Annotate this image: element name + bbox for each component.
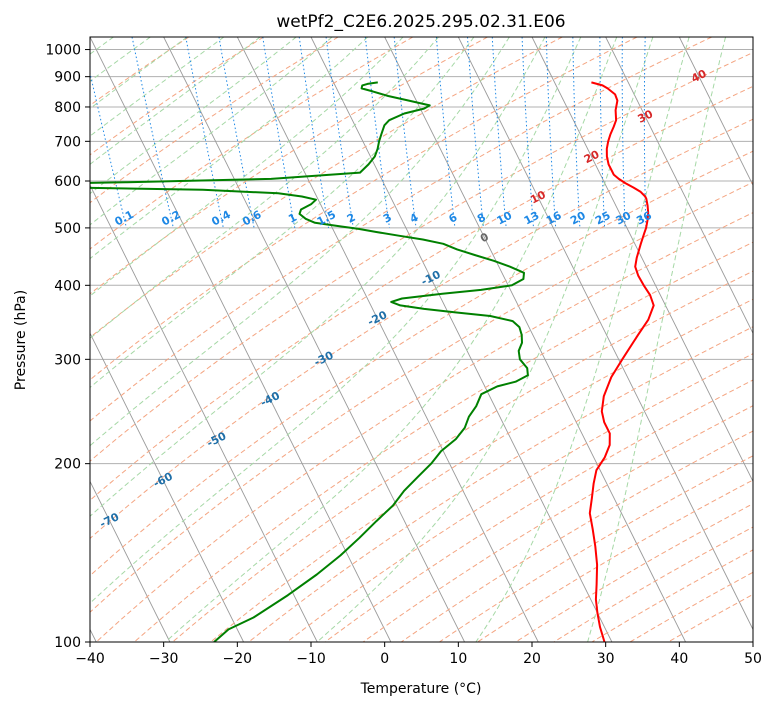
dry-adiabat	[90, 37, 712, 422]
moist-adiabat	[90, 37, 225, 137]
y-tick-label: 600	[54, 174, 81, 190]
x-tick-label: 30	[597, 651, 615, 667]
mixing-ratio-line	[467, 37, 484, 228]
dewpoint-profile	[90, 81, 529, 642]
y-axis: 100 200 300 400 500 600 700 800 900 1000	[45, 43, 90, 651]
isotherm-line	[90, 184, 318, 642]
plot-frame	[89, 36, 754, 643]
mixing-ratio-line	[364, 37, 390, 228]
temperature-profile	[588, 81, 655, 642]
dry-adiabat	[324, 379, 753, 642]
isotherm-line	[163, 37, 465, 642]
dry-adiabat	[95, 212, 753, 642]
y-tick-label: 200	[54, 457, 81, 473]
isotherm-line	[310, 37, 613, 642]
y-tick-label: 300	[54, 352, 81, 368]
mixing-ratio-line	[325, 37, 354, 228]
isotherm-label: 30	[636, 107, 656, 126]
isotherm-label: 10	[528, 188, 548, 207]
mixing-ratio-labels: 0.1 0.2 0.4 0.6 1 1.5 2 3 4 6 8 10 13 16 20 25 30 36	[113, 208, 655, 229]
dry-adiabat	[90, 85, 753, 501]
isotherm-label: 40	[689, 67, 709, 86]
moist-adiabat	[90, 37, 333, 226]
isotherm-label: 20	[582, 148, 602, 167]
x-tick-label: −20	[223, 651, 253, 667]
mixing-ratio-line	[298, 37, 329, 228]
sounding-series	[90, 81, 655, 642]
chart-title: wetPf2_C2E6.2025.295.02.31.E06	[276, 12, 565, 32]
mixing-ratio-line	[90, 70, 127, 229]
x-axis: −40 −30 −20 −10 0 10 20 30 40 50	[75, 642, 762, 667]
moist-adiabat	[90, 37, 510, 447]
dry-adiabat	[90, 181, 753, 613]
isotherm-line	[457, 37, 753, 631]
x-tick-label: 50	[744, 651, 762, 667]
x-tick-label: 10	[449, 651, 467, 667]
mixing-ratio-label: 20	[568, 209, 588, 228]
mixing-ratio-label: 16	[544, 209, 564, 228]
isotherm-line	[531, 37, 753, 483]
moist-adiabat	[316, 37, 654, 642]
isotherm-line	[90, 332, 244, 642]
mixing-ratio-label: 13	[522, 209, 542, 228]
moist-adiabat	[90, 37, 582, 604]
moist-adiabat-lines	[90, 37, 727, 642]
isotherm-line	[236, 37, 539, 642]
plot-area	[90, 37, 753, 642]
dry-adiabat	[133, 241, 753, 642]
moist-adiabat	[90, 37, 404, 297]
isotherm-line	[678, 37, 753, 187]
moist-adiabat	[587, 37, 727, 642]
x-tick-label: −40	[75, 651, 105, 667]
moist-adiabat	[90, 37, 546, 517]
dry-adiabat	[90, 37, 339, 204]
mixing-ratio-line	[131, 37, 174, 229]
x-tick-label: −30	[149, 651, 179, 667]
moist-adiabat	[90, 37, 439, 340]
x-tick-label: −10	[296, 651, 326, 667]
moist-adiabat	[90, 37, 369, 260]
dry-adiabat	[90, 37, 638, 381]
isotherm-line	[90, 37, 392, 642]
x-axis-title: Temperature (°C)	[360, 681, 482, 697]
mixing-ratio-label: 25	[593, 209, 613, 228]
y-tick-label: 1000	[45, 43, 81, 59]
dry-adiabat	[90, 51, 753, 462]
y-tick-label: 400	[54, 278, 81, 294]
dry-adiabat	[90, 118, 753, 540]
mixing-ratio-line	[435, 37, 456, 228]
y-tick-label: 800	[54, 100, 81, 116]
y-tick-label: 500	[54, 221, 81, 237]
moist-adiabat	[90, 37, 475, 389]
x-tick-label: 40	[670, 651, 688, 667]
isotherm-line	[605, 37, 753, 335]
mixing-ratio-label: 36	[634, 209, 654, 228]
moist-adiabat	[90, 37, 297, 195]
isotherm-line	[90, 480, 171, 642]
isotherm-lines	[90, 37, 753, 642]
mixing-ratio-line	[393, 37, 417, 228]
dry-adiabat	[90, 37, 190, 106]
mixing-ratio-label: 10	[495, 209, 515, 228]
mixing-ratio-lines	[90, 37, 647, 229]
moist-adiabat	[90, 37, 261, 165]
dry-adiabat	[90, 37, 563, 339]
isotherm-line	[384, 37, 686, 642]
pressure-grid	[90, 49, 753, 642]
dry-adiabat	[90, 37, 414, 250]
x-tick-label: 0	[380, 651, 389, 667]
y-tick-label: 900	[54, 70, 81, 86]
moist-adiabat	[475, 37, 690, 642]
y-axis-title: Pressure (hPa)	[13, 290, 29, 390]
dry-adiabat	[286, 353, 753, 642]
dry-adiabat	[248, 326, 753, 642]
mixing-ratio-label: 30	[614, 209, 634, 228]
y-tick-label: 700	[54, 134, 81, 150]
y-tick-label: 100	[54, 635, 81, 651]
x-tick-label: 20	[523, 651, 541, 667]
